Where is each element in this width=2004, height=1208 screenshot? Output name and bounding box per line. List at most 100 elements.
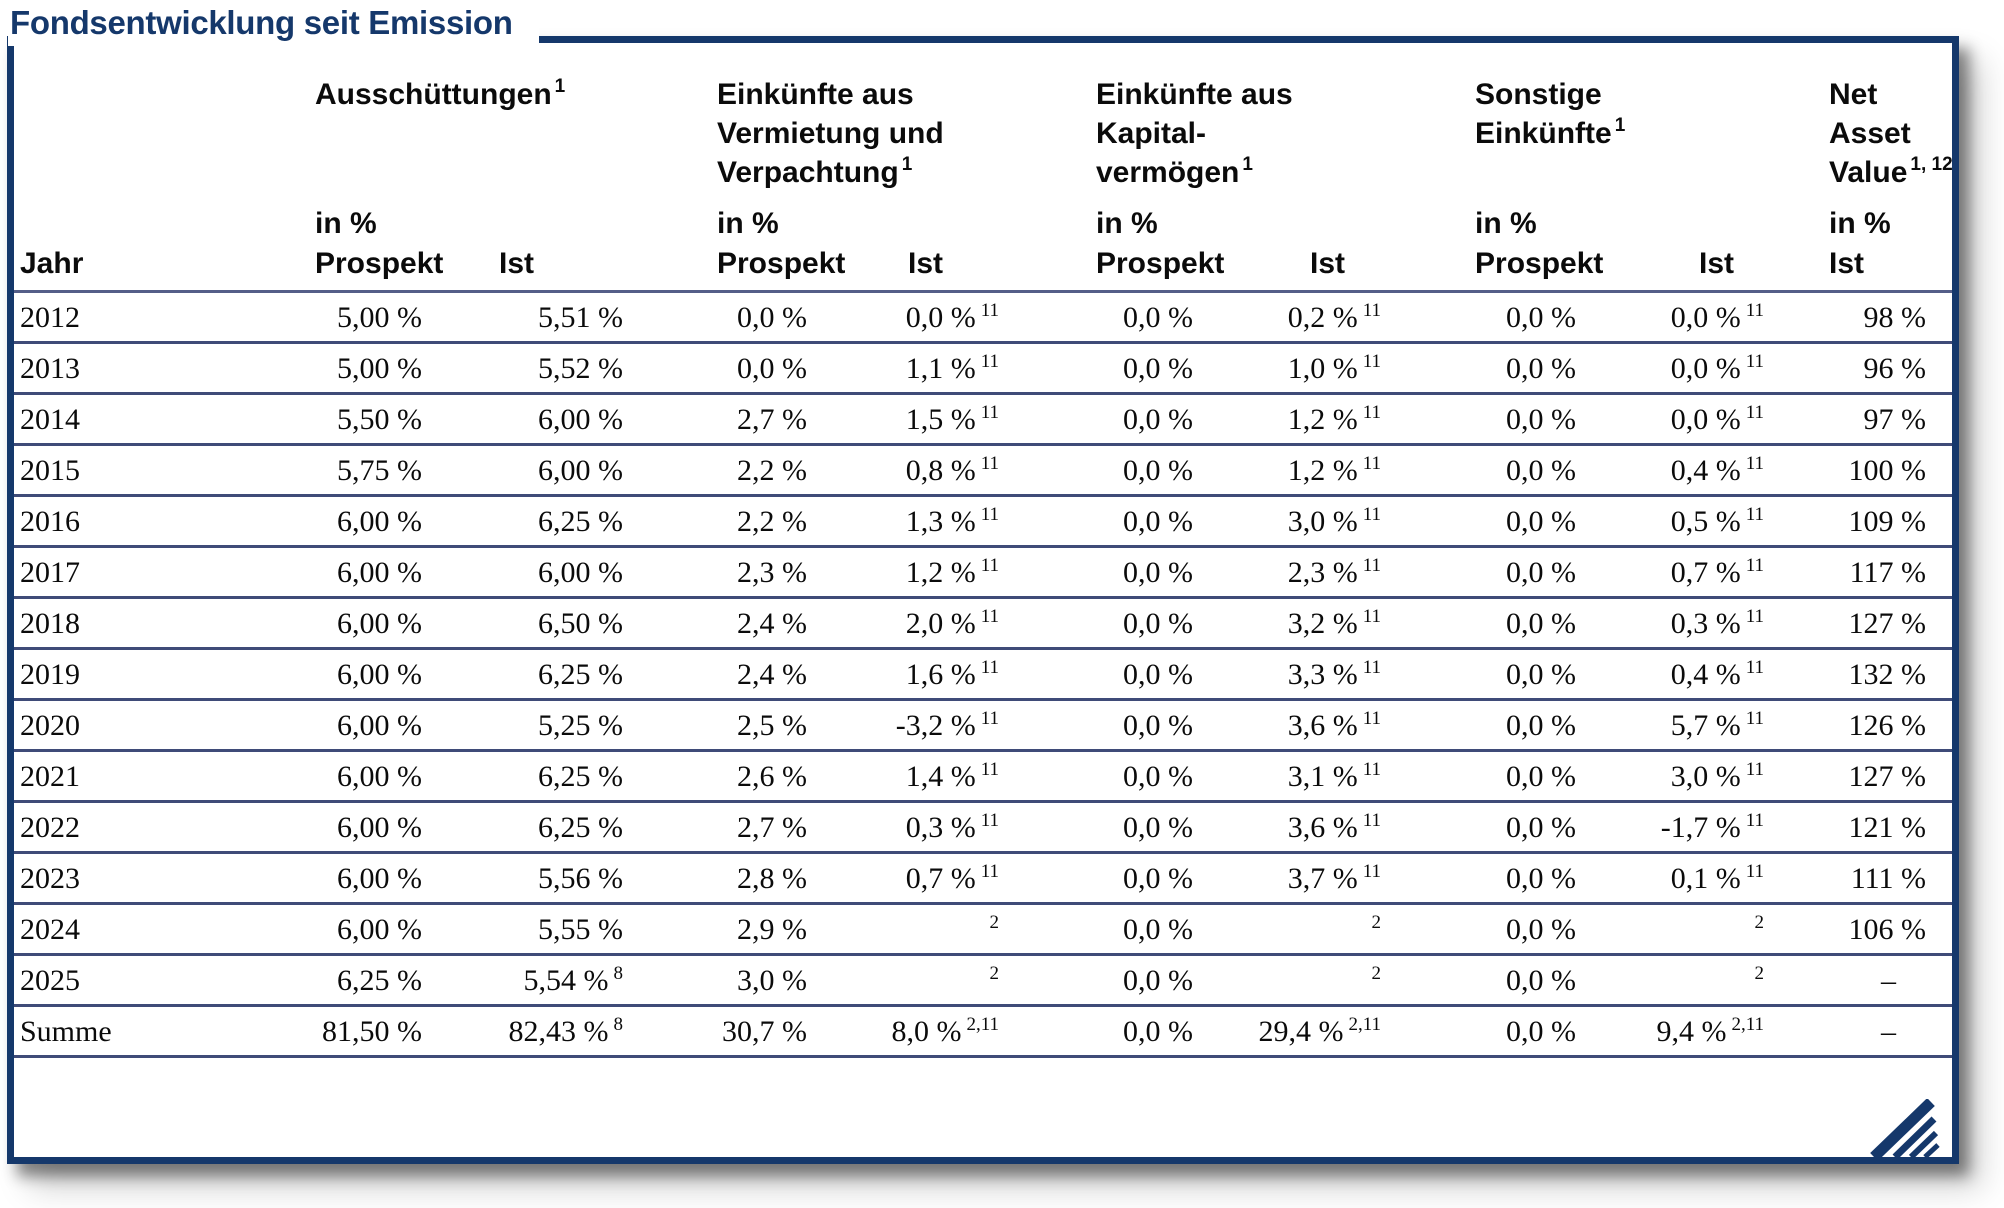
table-cell: 0,0 % (1004, 850, 1198, 903)
table-frame: Ausschüttungen 1 Einkünfte aus Vermietung… (7, 36, 1959, 1164)
cell-value: 3,6 % (1287, 708, 1358, 742)
cell-superscript: 11 (980, 809, 999, 831)
col-header-prospekt: Prospekt (1004, 243, 1224, 293)
fund-table: Ausschüttungen 1 Einkünfte aus Vermietung… (14, 43, 1953, 1058)
col-group-sonstige: Sonstige Einkünfte 1 (1386, 43, 1769, 201)
cell-value: 0,0 % (1506, 402, 1577, 436)
table-cell: 0,0 % (1004, 442, 1198, 495)
cell-superscript: 11 (980, 503, 999, 525)
table-cell: 0,0 % (1386, 544, 1582, 597)
cell-value: 2016 (20, 504, 80, 538)
table-row-Summe: Summe 81,50 % 82,43 % 8 30,7 % 8,0 % 2,11 0,0 %… (14, 1003, 1953, 1058)
cell-value: 2023 (20, 861, 80, 895)
cell-value: 6,25 % (337, 963, 422, 997)
cell-value: 2017 (20, 555, 80, 589)
cell-value: 100 % (1848, 453, 1927, 487)
table-cell: 6,00 % (300, 799, 427, 852)
cell-superscript: 2 (989, 911, 1000, 933)
table-cell: 5,25 % (427, 697, 628, 750)
table-row-2016: 2016 6,00 % 6,25 % 2,2 % 1,3 % 11 0,0 % 3,0 % 11… (14, 493, 1953, 546)
cell-value: 117 % (1849, 555, 1927, 589)
cell-superscript: 11 (980, 401, 999, 423)
col-header-ist: Ist (1198, 243, 1387, 293)
table-cell: 0,0 % (1386, 595, 1582, 648)
cell-value: 0,0 % (1123, 912, 1193, 946)
cell-superscript: 11 (980, 656, 999, 678)
table-cell: 0,0 % (628, 291, 812, 342)
col-header-jahr: Jahr (14, 243, 300, 293)
cell-superscript: 11 (980, 758, 999, 780)
cell-value: 5,7 % (1670, 708, 1741, 742)
cell-value: 6,25 % (538, 759, 623, 793)
cell-superscript: 11 (980, 707, 999, 729)
spacer-cell (1931, 697, 1953, 750)
cell-value: 8,0 % (891, 1014, 962, 1048)
table-cell: 1,5 % 11 (812, 391, 1004, 444)
cell-value: 3,1 % (1287, 759, 1358, 793)
table-cell: 0,0 % (1004, 697, 1198, 750)
cell-value: 6,00 % (337, 861, 422, 895)
cell-value: 127 % (1848, 759, 1927, 793)
cell-value: 2,6 % (737, 759, 807, 793)
table-cell: 0,0 % (1386, 340, 1582, 393)
cell-value: 1,2 % (1287, 402, 1358, 436)
table-cell: 3,0 % 11 (1198, 493, 1387, 546)
table-cell: 0,0 % (1004, 340, 1198, 393)
table-cell: 0,0 % 11 (1581, 291, 1769, 342)
cell-value: 3,0 % (737, 963, 807, 997)
cell-value: 2012 (20, 300, 80, 334)
cell-value: 0,0 % (905, 300, 976, 334)
table-cell: 6,00 % (300, 544, 427, 597)
cell-value: 0,0 % (1123, 402, 1193, 436)
spacer-cell (1931, 799, 1953, 852)
cell-value: 5,25 % (538, 708, 623, 742)
in-percent-row: in % in % in % in % in % (14, 201, 1952, 243)
cell-value: 82,43 % (508, 1014, 609, 1048)
cell-superscript: 11 (1362, 503, 1382, 525)
spacer-cell (1931, 291, 1952, 342)
table-cell: 1,1 % 11 (812, 340, 1004, 393)
cell-value: 0,7 % (905, 861, 976, 895)
cell-value: 29,4 % (1258, 1014, 1344, 1048)
cell-value: 0,0 % (1506, 708, 1577, 742)
spacer-cell (1931, 1003, 1953, 1058)
cell-value: 132 % (1848, 657, 1927, 691)
cell-value: 5,00 % (337, 351, 422, 385)
cell-value: 81,50 % (322, 1014, 422, 1048)
table-cell: 3,3 % 11 (1198, 646, 1387, 699)
cell-value: 6,25 % (538, 504, 623, 538)
cell-value: 2,2 % (737, 453, 807, 487)
cell-value: 6,00 % (538, 555, 623, 589)
cell-value: 0,0 % (1123, 504, 1193, 538)
table-cell: 6,00 % (300, 850, 427, 903)
table-cell: 6,25 % (427, 646, 628, 699)
cell-superscript: 11 (1362, 758, 1382, 780)
col-group-vermietung: Einkünfte aus Vermietung und Verpachtung… (628, 43, 1004, 201)
table-cell: 1,2 % 11 (1198, 391, 1387, 444)
table-cell: 30,7 % (628, 1003, 812, 1058)
cell-superscript: 11 (1745, 809, 1765, 831)
group-title-row: Ausschüttungen 1 Einkünfte aus Vermietung… (14, 43, 1953, 201)
cell-value: 2015 (20, 453, 80, 487)
cell-value: 0,0 % (1123, 657, 1193, 691)
cell-superscript: 11 (1745, 452, 1765, 474)
cell-superscript: 11 (1362, 605, 1382, 627)
row-label: 2025 (14, 952, 300, 1005)
row-label: 2016 (14, 493, 300, 546)
table-cell: 0,0 % 11 (812, 291, 1004, 342)
cell-value: 0,0 % (1506, 861, 1577, 895)
table-cell: 127 % (1769, 748, 1932, 801)
group-title: Sonstige Einkünfte (1475, 78, 1612, 150)
cell-value: – (1881, 963, 1897, 997)
cell-value: 5,54 % (523, 963, 609, 997)
spacer-cell (1931, 901, 1953, 954)
cell-value: 0,1 % (1670, 861, 1741, 895)
cell-value: 1,0 % (1287, 351, 1358, 385)
cell-value: 0,8 % (905, 453, 976, 487)
table-row-2017: 2017 6,00 % 6,00 % 2,3 % 1,2 % 11 0,0 % 2,3 % 11… (14, 544, 1953, 597)
table-cell: 6,00 % (300, 646, 427, 699)
cell-superscript: 11 (980, 860, 999, 882)
cell-value: 111 % (1850, 861, 1927, 895)
col-header-ist: Ist (812, 243, 1004, 293)
table-cell: 3,2 % 11 (1198, 595, 1387, 648)
